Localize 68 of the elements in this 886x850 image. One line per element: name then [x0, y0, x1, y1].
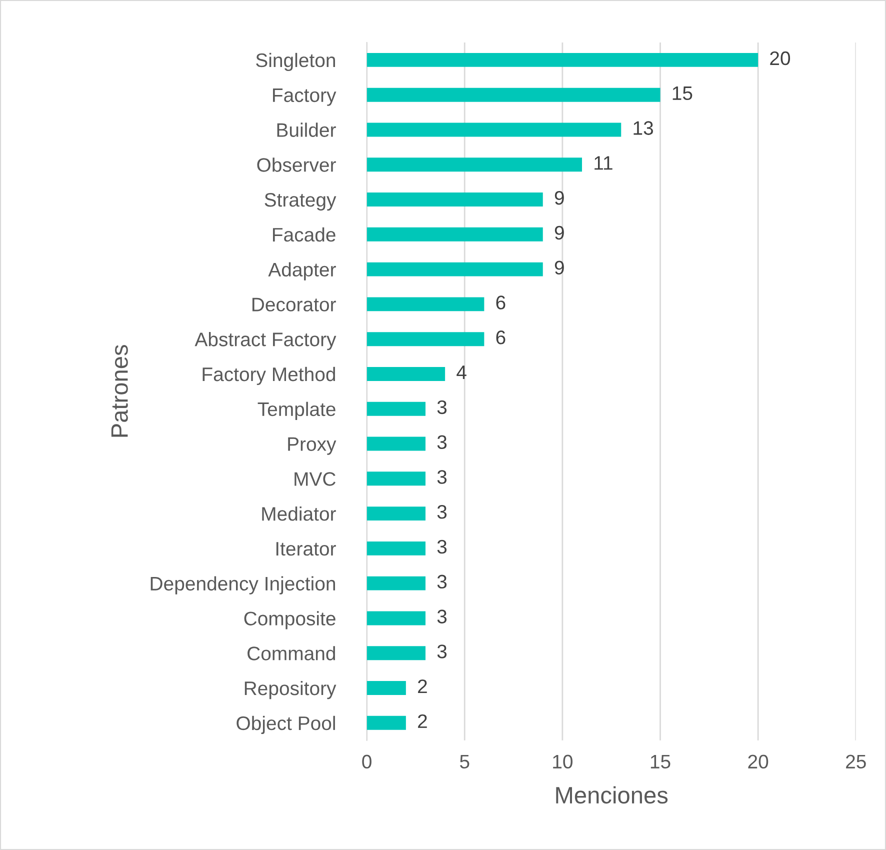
bar	[366, 88, 660, 102]
data-label: 11	[594, 156, 612, 170]
bar	[366, 716, 406, 730]
y-axis-title: Patrones	[111, 345, 128, 437]
bar	[366, 122, 622, 137]
data-label: 3	[437, 610, 447, 624]
y-tick-label: Proxy	[288, 437, 336, 455]
y-tick-label: Dependency Injection	[150, 576, 335, 594]
y-tick-label: Decorator	[252, 298, 336, 312]
bar	[366, 611, 426, 626]
y-tick-label: Builder	[277, 122, 336, 137]
data-label: 3	[437, 644, 447, 658]
y-tick-label: Command	[248, 646, 335, 660]
x-tick-label: 20	[748, 754, 768, 769]
x-tick-label: 25	[846, 754, 866, 769]
bar	[366, 541, 426, 556]
bar	[366, 158, 582, 172]
bar	[366, 227, 543, 242]
data-label: 6	[496, 330, 506, 344]
data-label: 9	[554, 226, 564, 240]
data-label: 2	[418, 714, 427, 728]
y-tick-label: Observer	[257, 158, 336, 172]
y-tick-label: Composite	[244, 611, 336, 630]
data-label: 20	[770, 51, 790, 66]
x-tick-label: 10	[553, 754, 572, 769]
y-tick-label: Factory Method	[202, 366, 336, 386]
x-tick-label: 0	[362, 754, 372, 769]
bar	[366, 192, 543, 206]
data-label: 6	[496, 296, 506, 310]
bar	[366, 472, 426, 486]
x-tick-label: 15	[650, 754, 670, 769]
data-label: 2	[418, 679, 427, 694]
data-label: 3	[437, 470, 447, 484]
data-label: 3	[437, 540, 447, 554]
y-tick-label: MVC	[294, 472, 336, 486]
bar	[366, 681, 406, 695]
x-axis-title: Menciones	[556, 786, 668, 804]
bar	[366, 646, 426, 660]
data-label: 3	[437, 435, 447, 449]
data-label: 3	[437, 505, 447, 519]
bar	[366, 506, 426, 521]
bar	[366, 402, 426, 416]
x-tick-label: 5	[460, 754, 470, 769]
bar	[366, 436, 426, 451]
y-tick-label: Facade	[272, 227, 336, 242]
bar	[366, 576, 426, 590]
y-tick-label: Object Pool	[236, 716, 335, 734]
y-tick-label: Iterator	[276, 542, 336, 556]
data-label: 4	[456, 366, 466, 380]
data-label: 13	[634, 121, 654, 135]
y-tick-label: Singleton	[256, 52, 335, 72]
y-tick-label: Abstract Factory	[194, 332, 336, 350]
data-label: 9	[554, 190, 564, 205]
bar	[366, 52, 758, 67]
bar	[366, 297, 484, 312]
y-tick-label: Mediator	[262, 506, 336, 521]
y-tick-label: Adapter	[268, 262, 336, 280]
bar	[366, 367, 446, 381]
data-label: 15	[672, 86, 692, 100]
bar	[366, 262, 543, 276]
data-label: 3	[437, 574, 447, 589]
y-tick-label: Factory	[273, 88, 336, 106]
y-tick-label: Strategy	[264, 192, 336, 211]
data-label: 9	[554, 260, 564, 275]
y-tick-label: Template	[258, 402, 336, 420]
bar	[366, 332, 484, 346]
y-tick-label: Repository	[244, 680, 336, 700]
data-label: 3	[437, 400, 447, 414]
